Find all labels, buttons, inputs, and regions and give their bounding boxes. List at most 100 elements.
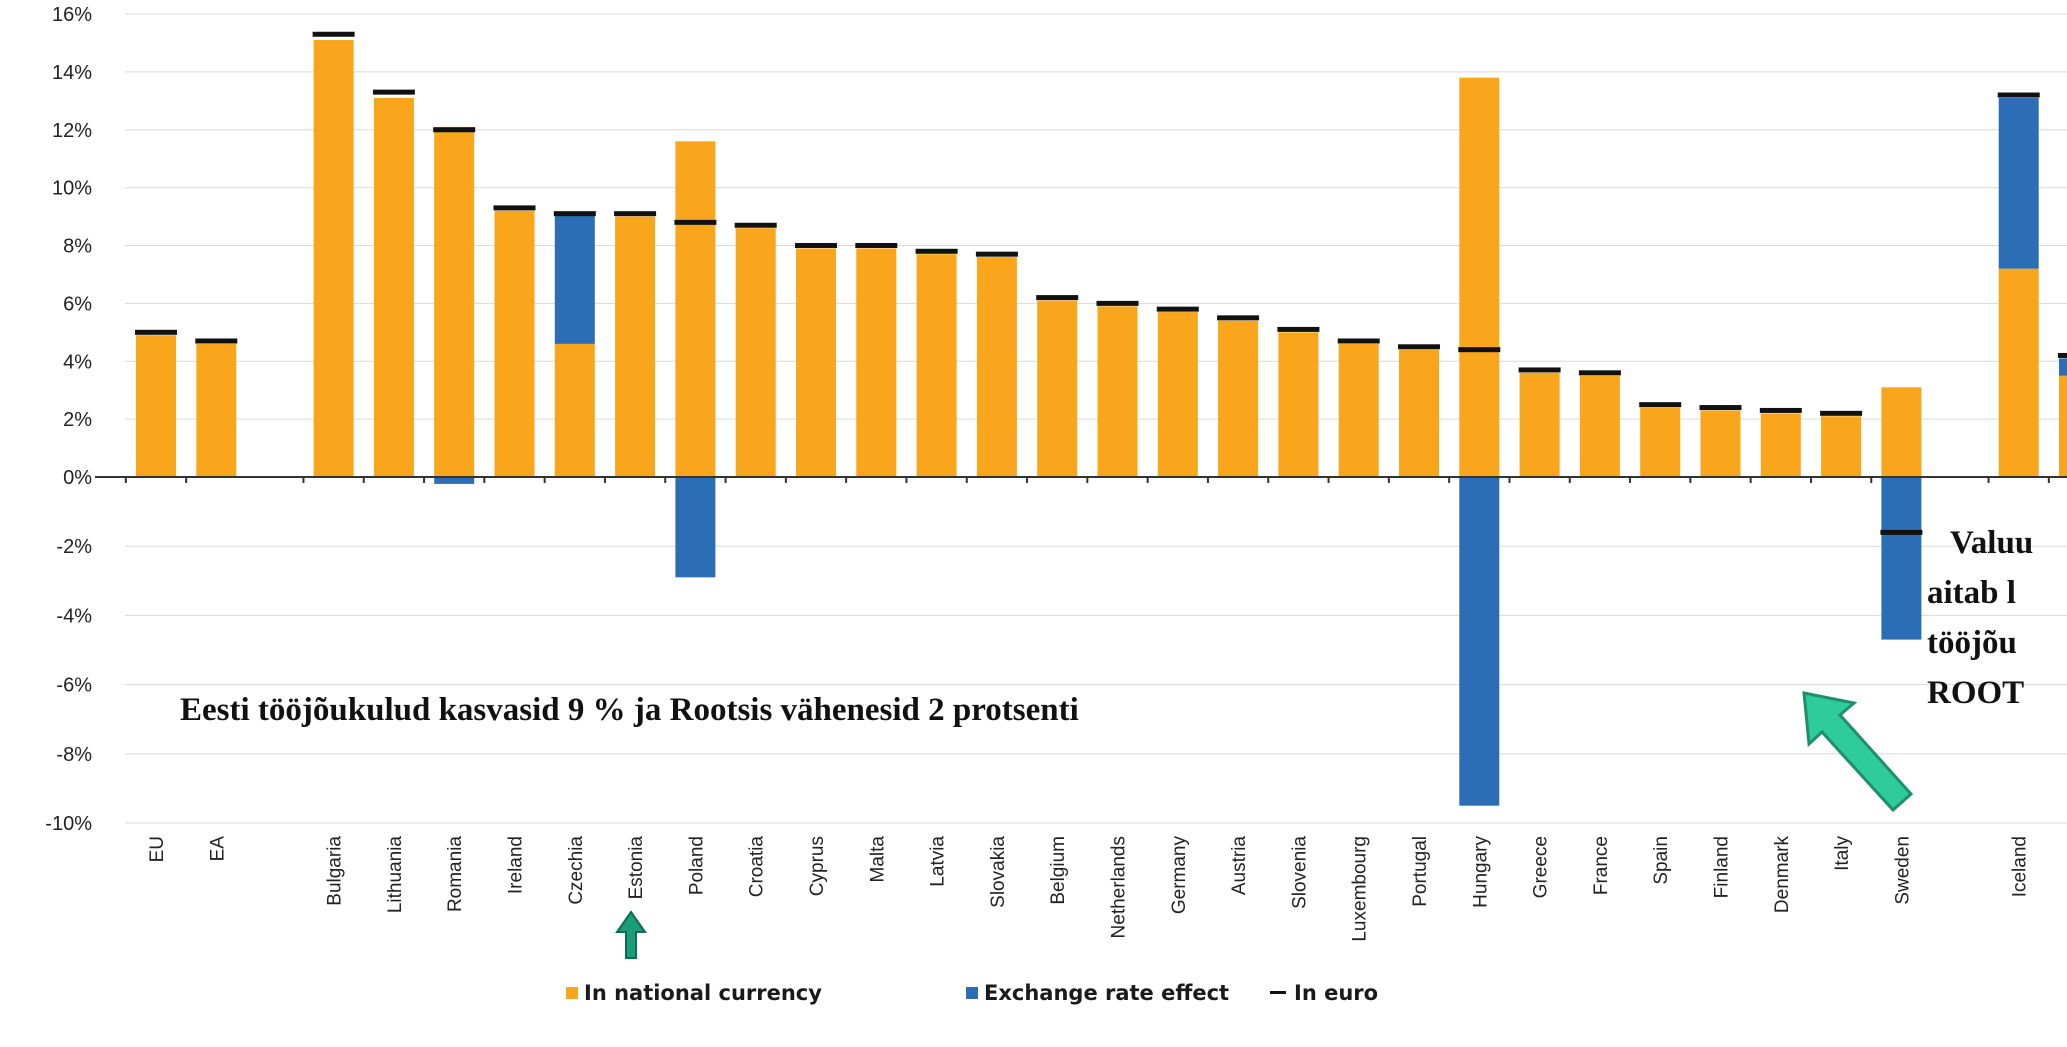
y-tick-label: 10% [52,178,92,200]
marker-euro-bulgaria [312,31,355,37]
marker-euro-cyprus [795,243,837,248]
x-tick-label-latvia: Latvia [928,836,949,887]
y-tick-label: 16% [52,4,92,26]
legend-item-national-currency: In national currency [566,981,822,1005]
x-tick-label-hungary: Hungary [1470,836,1491,908]
annotation-side-line-4: ROOT [1927,675,2024,711]
marker-euro-portugal [1398,344,1440,350]
marker-euro-belgium [1036,295,1079,301]
marker-euro-ireland [493,205,536,211]
bar-national-latvia [916,254,957,477]
bar-national-ea [196,343,237,477]
x-tick-label-ea: EA [207,836,228,862]
x-tick-label-germany: Germany [1169,836,1190,915]
bar-national-italy [1821,416,1862,477]
legend-item-exchange-rate: Exchange rate effect [966,981,1229,1005]
bar-exchange-iceland [1998,97,2039,269]
x-tick-label-greece: Greece [1531,836,1552,898]
bar-national-slovenia [1278,332,1319,477]
x-tick-label-cyprus: Cyprus [807,836,828,896]
annotation-side-line-1: Valuu [1950,525,2033,561]
marker-euro-hungary [1458,347,1501,353]
bar-exchange-poland [675,477,716,578]
y-tick-label: -2% [56,536,92,558]
marker-euro-luxembourg [1337,338,1380,344]
marker-euro-iceland [1997,92,2040,98]
x-tick-labels: EU EA Bulgaria Lithuania Romania Ireland Czech… [147,836,2031,942]
x-tick-label-france: France [1591,836,1612,895]
marker-euro-estonia [614,211,657,217]
y-tick-label: -6% [56,675,92,697]
marker-euro-denmark [1759,407,1802,413]
bar-national-austria [1218,320,1259,477]
bar-national-finland [1700,410,1741,477]
bar-national-ireland [494,210,535,477]
bar-exchange-sweden [1881,477,1922,640]
bar-national-hungary [1459,77,1500,477]
bar-exchange-norway [2059,358,2067,376]
bar-national-luxembourg [1338,343,1379,477]
bar-national-cyprus [796,248,836,477]
legend: In national currency Exchange rate effec… [566,981,1378,1005]
x-tick-label-spain: Spain [1651,836,1672,885]
x-tick-label-croatia: Croatia [747,836,768,898]
annotation-side-line-2: aitab l [1927,575,2016,611]
legend-item-in-euro: In euro [1270,981,1378,1005]
bars [136,40,2067,806]
bar-national-france [1579,375,1620,477]
bar-national-romania [434,126,475,477]
x-tick-label-romania: Romania [445,836,466,912]
x-tick-label-portugal: Portugal [1410,836,1431,907]
bar-national-estonia [615,216,656,477]
x-tick-label-austria: Austria [1229,836,1250,896]
bar-national-bulgaria [313,40,354,477]
bar-exchange-romania [434,477,475,484]
bar-national-eu [136,335,176,477]
marker-euro-romania [433,127,476,133]
svg-text:In euro: In euro [1294,981,1378,1005]
marker-euro-croatia [734,222,777,228]
marker-euro-netherlands [1096,300,1139,306]
marker-euro-spain [1639,402,1682,408]
annotation-side-line-3: tööjõu [1927,625,2017,661]
bar-national-spain [1640,407,1681,477]
bar-national-slovakia [976,257,1017,477]
x-tick-label-luxembourg: Luxembourg [1350,836,1371,942]
bar-national-czechia [554,343,595,477]
marker-euro-italy [1820,410,1863,416]
bar-national-portugal [1399,349,1439,477]
x-tick-label-lithuania: Lithuania [385,836,406,914]
marker-euro-eu [135,329,177,335]
arrow-estonia-icon [615,910,647,959]
x-tick-label-iceland: Iceland [2010,836,2031,897]
bar-national-sweden [1881,387,1922,477]
marker-euro-greece [1518,367,1561,373]
bar-national-denmark [1760,413,1801,477]
marker-euro-austria [1217,315,1260,321]
y-tick-label: 4% [63,351,92,373]
y-tick-label: 8% [63,236,92,258]
x-tick-label-malta: Malta [867,836,888,883]
bar-national-malta [856,248,897,477]
x-tick-label-finland: Finland [1712,836,1733,898]
bar-national-belgium [1037,300,1078,477]
bar-national-lithuania [373,97,414,477]
y-tick-label: 12% [52,120,92,142]
marker-euro-sweden [1880,529,1923,535]
x-tick-label-poland: Poland [686,836,707,895]
x-tick-label-slovenia: Slovenia [1289,836,1310,909]
bar-exchange-czechia [554,213,595,344]
annotation-side-text: Valuu aitab l tööjõu ROOT [1927,525,2033,711]
y-tick-label: 0% [63,467,92,489]
annotation-estonia-sweden: Eesti tööjõukulud kasvasid 9 % ja Rootsi… [180,692,1079,728]
arrow-sweden-icon [1802,691,1914,813]
x-tick-label-sweden: Sweden [1892,836,1913,905]
y-tick-label: -4% [56,605,92,627]
marker-euro-finland [1699,405,1742,411]
marker-euro-czechia [553,211,596,217]
marker-euro-slovenia [1277,326,1320,332]
x-tick-label-denmark: Denmark [1772,836,1793,914]
bar-national-greece [1519,372,1560,477]
x-tick-label-italy: Italy [1832,836,1853,871]
